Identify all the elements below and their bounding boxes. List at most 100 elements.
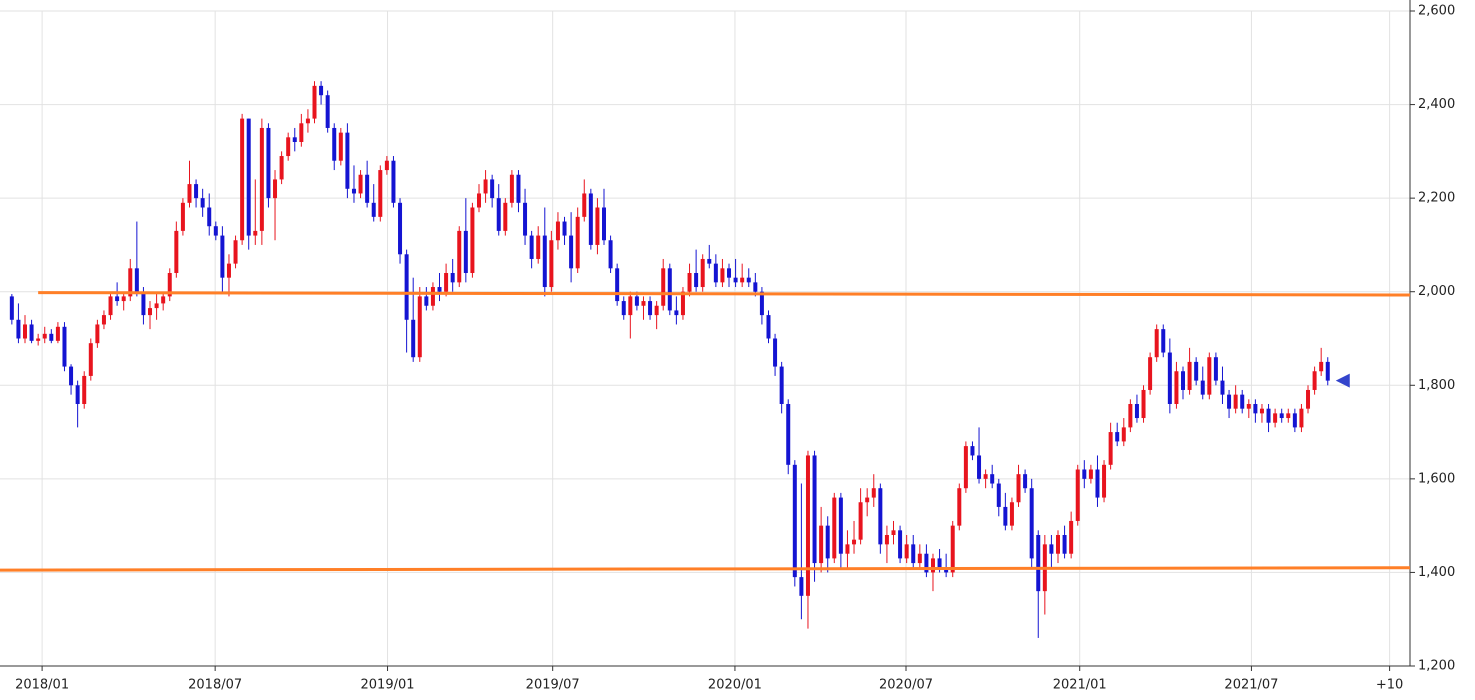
- x-tick-label: 2020/01: [708, 678, 762, 693]
- candle-body: [69, 366, 74, 386]
- candle-body: [246, 118, 251, 236]
- x-tick-label: +10: [1376, 678, 1403, 693]
- candle-body: [832, 497, 837, 559]
- y-tick-label: 2,200: [1418, 191, 1455, 206]
- candle-body: [42, 333, 47, 339]
- candle-body: [128, 268, 133, 297]
- candle-body: [996, 483, 1001, 507]
- candle-body: [983, 474, 988, 479]
- candle-body: [957, 488, 962, 526]
- candle-body: [332, 127, 337, 161]
- candle-body: [667, 268, 672, 311]
- candle-body: [805, 455, 810, 596]
- candle-body: [240, 118, 245, 241]
- candle-body: [108, 296, 113, 316]
- candle-body: [852, 539, 857, 545]
- candle-body: [1299, 408, 1304, 428]
- candle-body: [924, 553, 929, 573]
- candle-body: [700, 258, 705, 288]
- candle-body: [1167, 352, 1172, 404]
- candle-body: [641, 301, 646, 306]
- candle-body: [990, 474, 995, 484]
- candle-body: [49, 333, 54, 341]
- candle-body: [1095, 469, 1100, 498]
- candle-body: [490, 179, 495, 199]
- candle-body: [1181, 371, 1186, 390]
- candle-body: [753, 282, 758, 292]
- candle-body: [1141, 389, 1146, 419]
- candle-body: [1319, 361, 1324, 372]
- candle-body: [878, 488, 883, 545]
- candle-body: [36, 338, 41, 341]
- candle-body: [496, 198, 501, 231]
- candle-body: [694, 273, 699, 288]
- candle-body: [555, 221, 560, 241]
- x-tick-label: 2021/07: [1224, 678, 1278, 693]
- candle-body: [523, 202, 528, 236]
- candle-body: [733, 277, 738, 283]
- candle-body: [687, 273, 692, 292]
- candle-body: [891, 530, 896, 535]
- candle-body: [779, 366, 784, 404]
- candle-body: [950, 525, 955, 573]
- candle-body: [226, 263, 231, 278]
- trend-line: [0, 566, 1411, 572]
- candle-body: [463, 230, 468, 273]
- candle-body: [305, 118, 310, 124]
- candle-body: [365, 174, 370, 203]
- y-tick-label: 1,400: [1418, 565, 1455, 580]
- candle-body: [1227, 394, 1232, 409]
- x-tick-label: 2019/01: [361, 678, 415, 693]
- candle-body: [1233, 394, 1238, 409]
- candle-body: [930, 558, 935, 573]
- candle-body: [437, 287, 442, 292]
- candle-body: [773, 338, 778, 367]
- candle-body: [358, 174, 363, 194]
- candle-body: [621, 301, 626, 316]
- candle-body: [319, 85, 324, 96]
- candle-body: [740, 277, 745, 283]
- candle-body: [174, 230, 179, 273]
- candle-body: [562, 221, 567, 236]
- candle-body: [1187, 361, 1192, 390]
- candle-body: [1115, 432, 1120, 442]
- candle-body: [595, 207, 600, 245]
- candle-body: [371, 202, 376, 217]
- candle-body: [148, 308, 153, 316]
- candle-body: [457, 230, 462, 283]
- candle-body: [977, 455, 982, 479]
- candle-body: [1128, 404, 1133, 428]
- y-tick-label: 1,800: [1418, 378, 1455, 393]
- candle-body: [1003, 506, 1008, 526]
- candle-body: [1134, 404, 1139, 419]
- candle-body: [411, 319, 416, 358]
- candle-body: [1259, 408, 1264, 414]
- candle-body: [1121, 427, 1126, 442]
- x-tick-label: 2019/07: [526, 678, 580, 693]
- y-tick-label: 1,600: [1418, 471, 1455, 486]
- candle-body: [325, 95, 330, 128]
- candle-body: [1325, 361, 1330, 381]
- candle-body: [391, 160, 396, 203]
- candle-body: [602, 207, 607, 241]
- candle-body: [792, 464, 797, 578]
- candle-body: [654, 305, 659, 316]
- candle-body: [648, 301, 653, 316]
- candle-body: [1194, 361, 1199, 381]
- candle-body: [384, 160, 389, 171]
- candle-body: [220, 235, 225, 278]
- candle-body: [575, 216, 580, 269]
- candle-body: [1240, 394, 1245, 409]
- candle-body: [1306, 389, 1311, 409]
- candle-body: [62, 326, 67, 367]
- y-tick-label: 2,600: [1418, 4, 1455, 19]
- candle-body: [23, 324, 28, 339]
- candle-body: [1023, 474, 1028, 489]
- candle-body: [858, 502, 863, 540]
- candle-body: [95, 324, 100, 344]
- candle-body: [727, 268, 732, 278]
- candle-body: [286, 137, 291, 157]
- candle-body: [82, 375, 87, 404]
- x-tick-label: 2021/01: [1053, 678, 1107, 693]
